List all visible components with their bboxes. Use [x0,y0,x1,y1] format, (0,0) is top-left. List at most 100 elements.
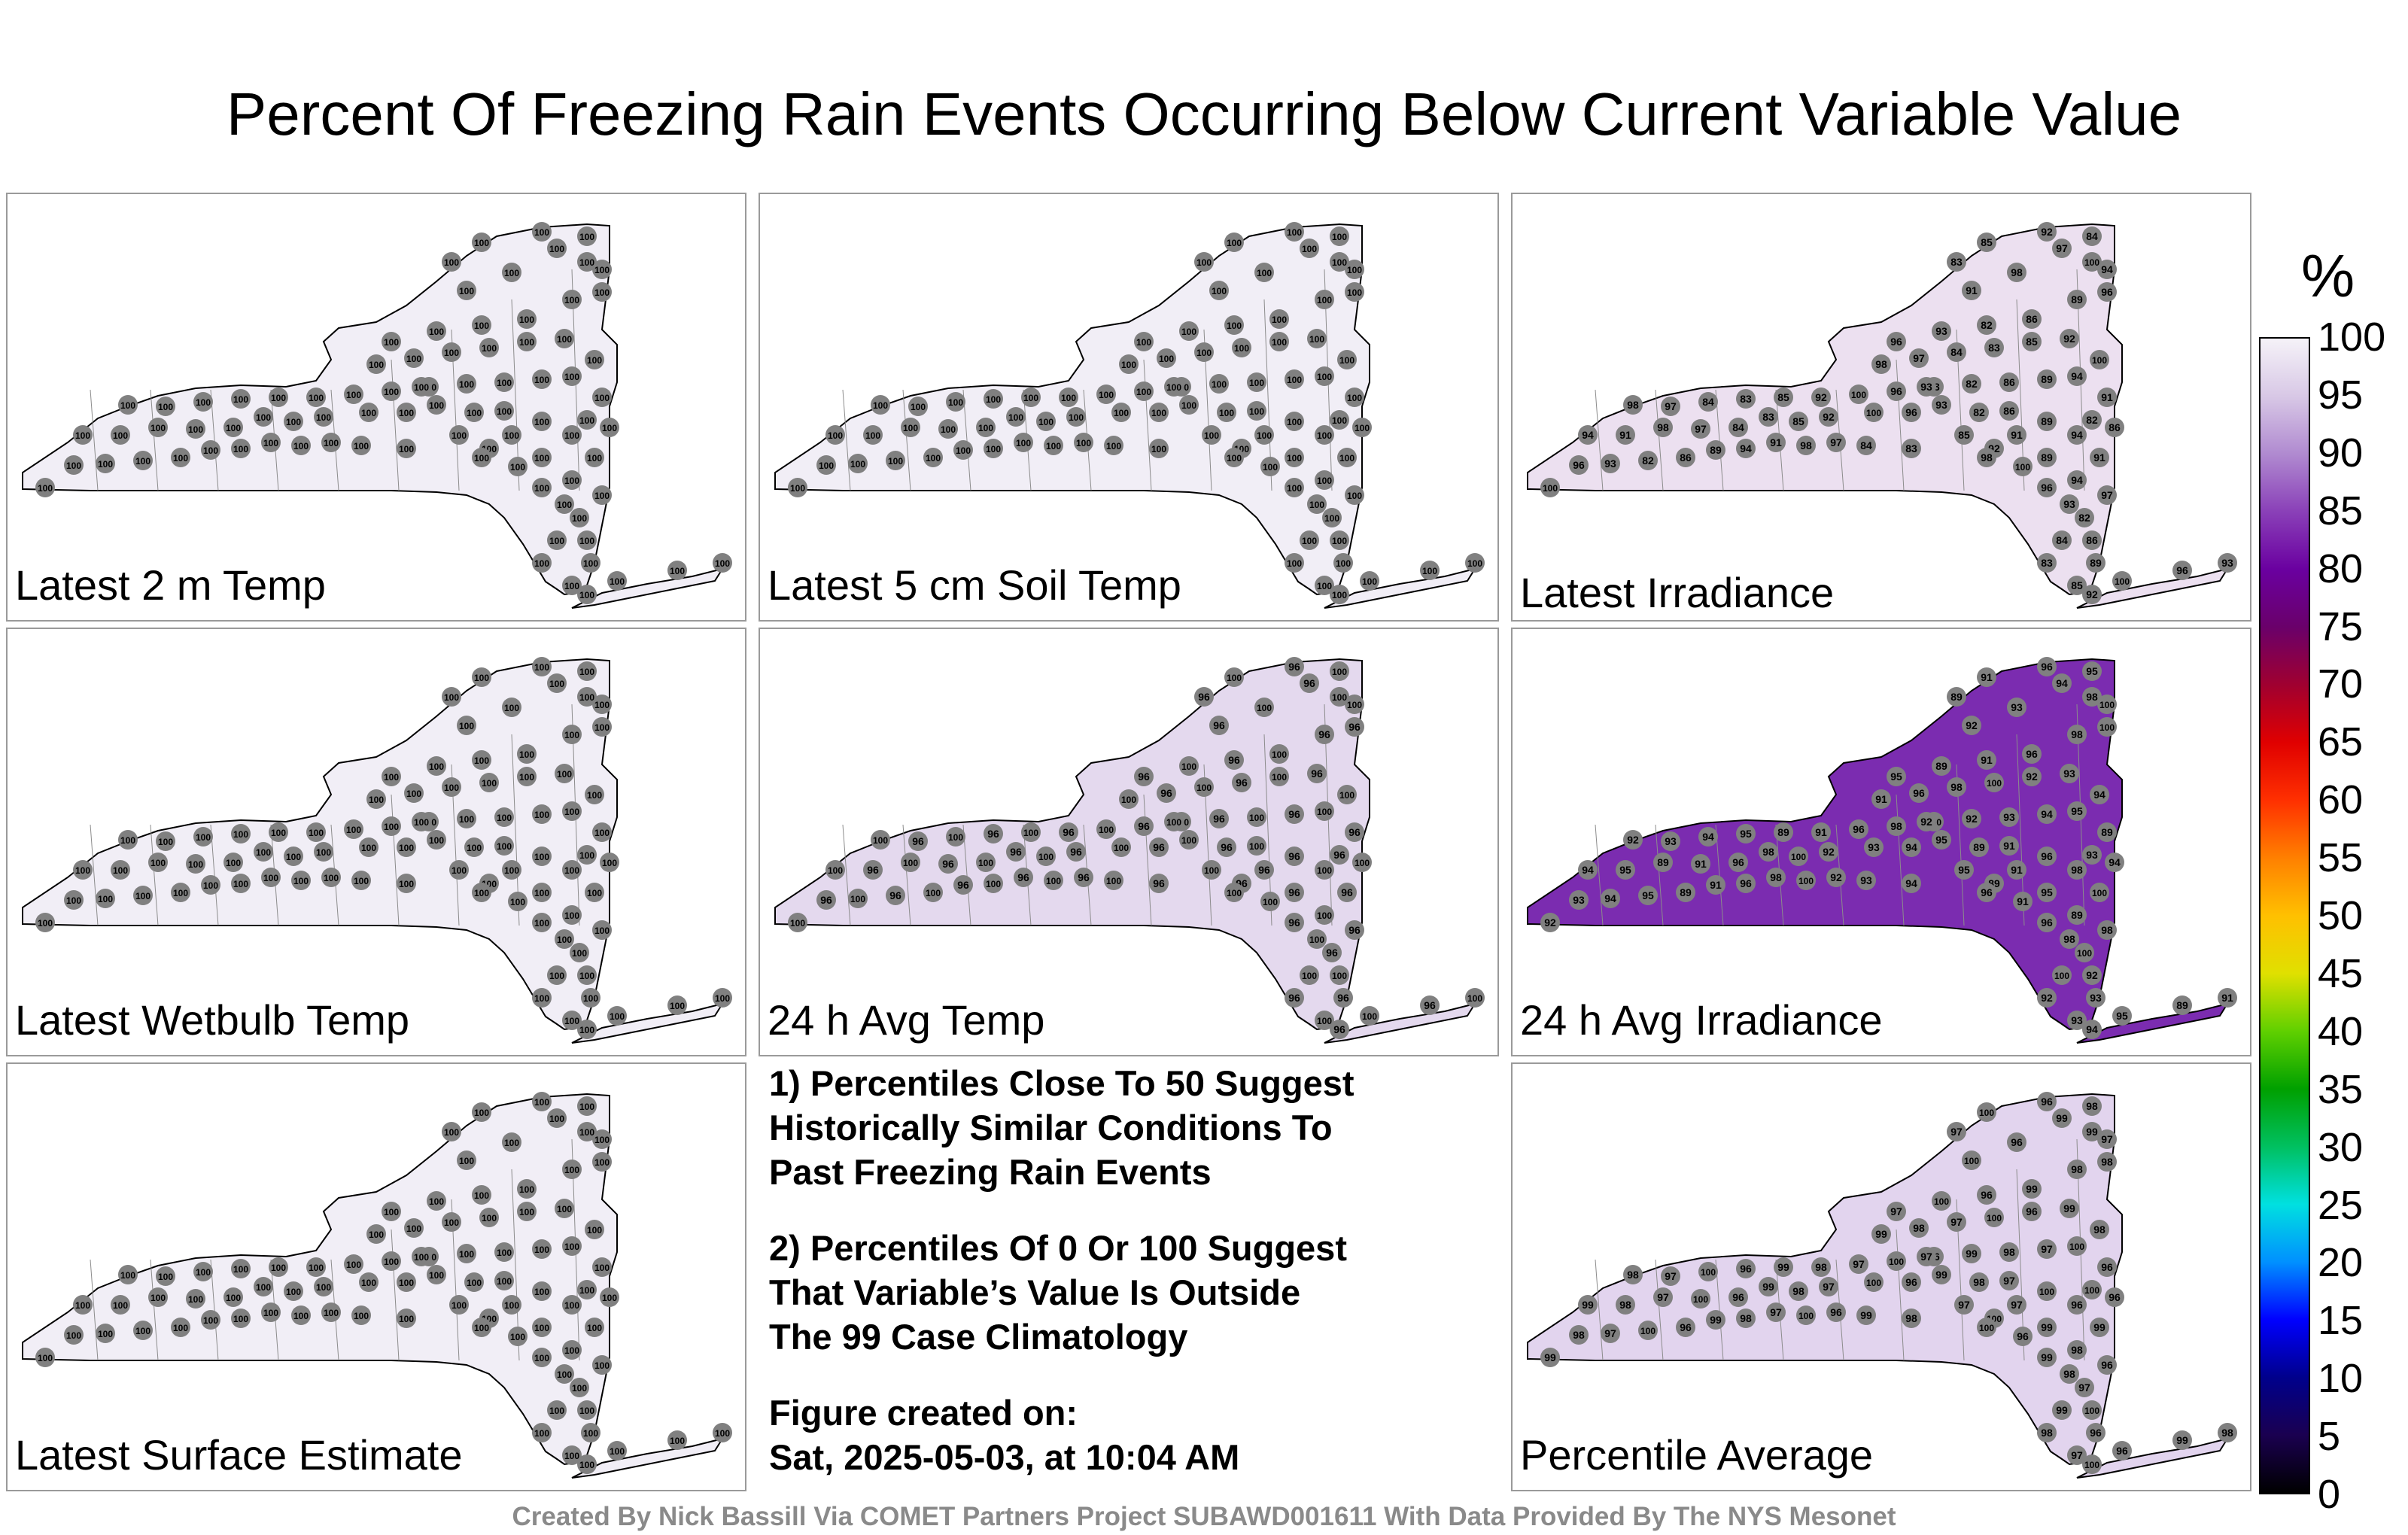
station-marker [1066,407,1086,427]
station-marker [427,830,446,850]
station-marker [1149,403,1169,422]
station-marker [1774,388,1793,407]
station-marker [96,889,115,908]
station-marker [397,403,416,422]
station-marker [667,995,687,1015]
station-marker [2097,695,2117,714]
station-marker [427,1265,446,1284]
station-marker [2172,561,2192,580]
station-marker [508,1327,528,1346]
station-marker [577,845,597,865]
station-marker [96,1324,115,1343]
station-value: 96 [1680,1321,1692,1333]
station-marker [508,457,528,476]
station-value: 100 [173,1323,188,1333]
station-marker [1789,847,1808,866]
station-value: 100 [1979,1108,1994,1118]
station-value: 98 [1815,1261,1827,1273]
station-value: 100 [429,1270,444,1281]
station-marker [2112,1441,2132,1461]
station-marker [1887,816,1906,836]
station-marker [1578,425,1598,445]
station-value: 97 [1890,1205,1902,1217]
station-marker [667,1430,687,1450]
station-marker [1164,377,1184,397]
station-marker [254,1277,273,1296]
station-value: 100 [557,1369,572,1380]
station-marker [2060,494,2079,514]
station-value: 100 [594,287,610,298]
station-value: 98 [2063,933,2075,945]
station-marker [2067,470,2087,490]
station-marker [1569,890,1589,910]
station-value: 89 [2090,557,2102,569]
station-value: 96 [1573,459,1585,471]
station-marker [1021,822,1041,842]
station-value: 100 [1987,1213,2002,1223]
station-value: 100 [1851,390,1866,400]
colorbar-tick-label: 95 [2318,372,2364,418]
station-value: 92 [2041,226,2053,238]
panel-label: Latest Wetbulb Temp [15,996,410,1044]
station-marker [1224,448,1244,467]
county-line [1595,1259,1604,1361]
station-marker [1134,816,1154,836]
station-marker [201,875,220,895]
station-value: 100 [594,265,610,275]
station-value: 100 [579,257,594,268]
station-value: 100 [467,843,482,853]
station-value: 100 [790,918,805,929]
station-value: 100 [482,1213,497,1223]
station-marker [1202,425,1221,445]
station-marker [1345,695,1364,714]
station-value: 94 [2109,856,2121,868]
station-marker [111,860,130,880]
station-marker [1194,252,1214,272]
station-marker [592,695,612,714]
station-marker [427,1191,446,1211]
station-marker [2082,1400,2102,1420]
station-value: 100 [926,888,941,898]
station-marker [397,874,416,893]
station-marker [1021,388,1041,407]
station-marker [848,889,868,908]
station-marker [953,875,973,895]
station-value: 98 [1950,781,1963,793]
station-value: 98 [1573,1329,1585,1341]
station-value: 98 [2071,864,2083,876]
station-value: 96 [1221,841,1233,853]
station-value: 100 [1114,408,1129,418]
station-marker [923,448,943,467]
station-marker [148,853,168,872]
station-marker [1774,822,1793,842]
station-marker [2090,883,2109,902]
station-value: 96 [1341,886,1353,898]
panel-label: Latest Irradiance [1520,569,1835,616]
station-value: 96 [2101,286,2113,298]
station-value: 100 [534,558,549,569]
colorbar-tick-label: 70 [2318,661,2364,707]
station-value: 100 [75,430,90,441]
station-marker [1096,819,1116,839]
station-marker [464,403,484,422]
station-value: 100 [534,1097,549,1108]
station-marker [532,369,552,389]
station-marker [577,965,597,985]
station-value: 100 [2084,257,2099,268]
station-value: 100 [451,865,467,876]
station-value: 100 [587,888,602,898]
station-value: 96 [1913,787,1925,799]
station-marker [1285,847,1304,866]
station-value: 100 [564,1300,579,1311]
station-marker [2037,988,2057,1008]
station-value: 100 [1866,1278,1881,1288]
station-marker [1977,1185,1996,1205]
station-value: 100 [564,910,579,921]
station-marker [1224,750,1244,770]
station-value: 100 [75,1300,90,1311]
station-marker [171,1318,190,1337]
station-value: 100 [579,667,594,677]
station-marker [1247,401,1266,421]
station-value: 95 [2116,1010,2128,1022]
station-value: 100 [233,829,248,840]
